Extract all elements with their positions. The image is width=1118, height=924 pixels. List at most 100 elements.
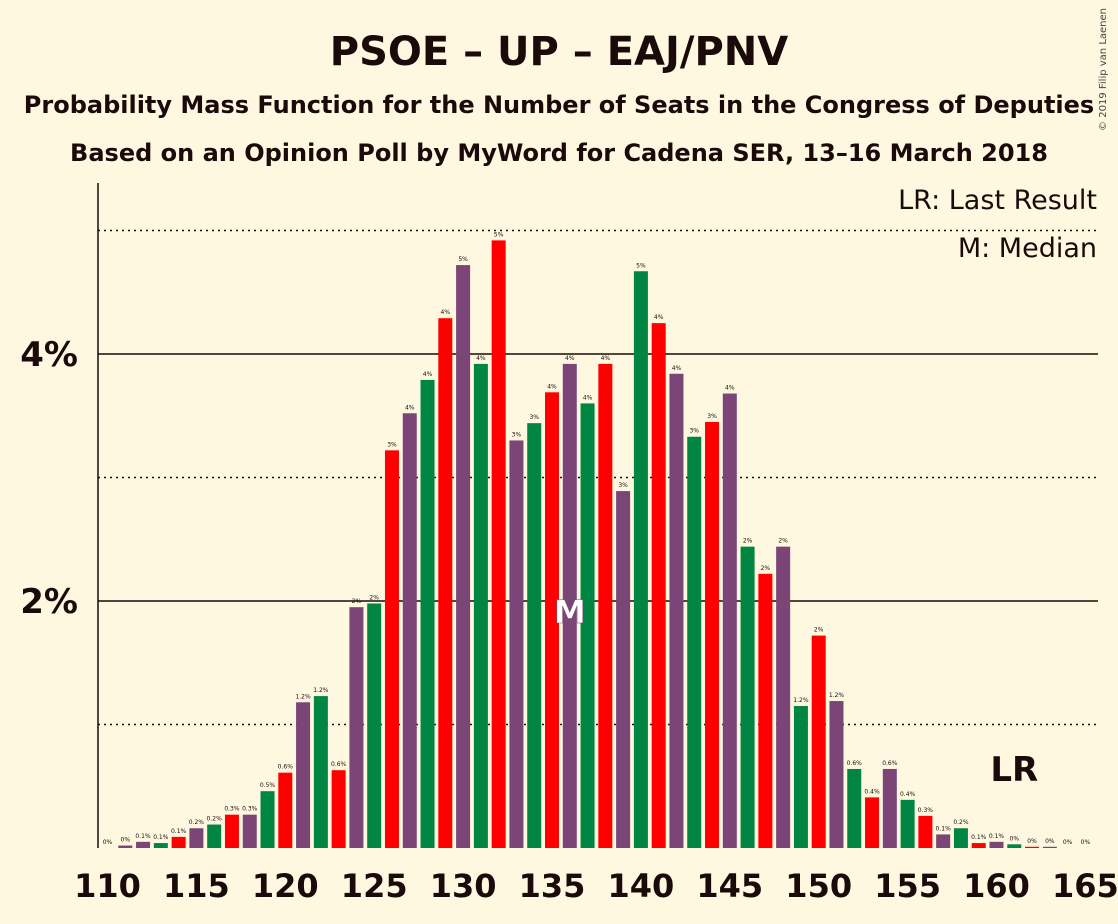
- bar-156: [918, 815, 933, 848]
- legend-median: M: Median: [958, 233, 1097, 264]
- bar-label-124: 2%: [352, 598, 362, 605]
- bar-label-148: 2%: [778, 538, 788, 545]
- bar-label-117: 0.3%: [224, 806, 240, 813]
- bar-label-123: 0.6%: [331, 761, 347, 768]
- bar-148: [776, 546, 791, 848]
- bar-label-111: 0%: [121, 837, 131, 844]
- bar-150: [811, 635, 826, 848]
- bar-label-125: 2%: [369, 594, 379, 601]
- bar-134: [527, 423, 542, 848]
- bar-129: [438, 318, 453, 848]
- bar-label-160: 0.1%: [989, 833, 1005, 840]
- x-tick-label: 115: [163, 867, 230, 905]
- x-tick-label: 130: [430, 867, 497, 905]
- x-tick-label: 110: [74, 867, 141, 905]
- x-tick-label: 160: [963, 867, 1030, 905]
- bar-label-120: 0.6%: [278, 764, 294, 771]
- bar-label-162: 0%: [1027, 838, 1037, 845]
- bar-117: [224, 814, 239, 848]
- bar-label-141: 4%: [654, 314, 664, 321]
- bar-label-145: 4%: [725, 385, 735, 392]
- bar-127: [402, 413, 417, 848]
- bar-143: [687, 436, 702, 848]
- bar-label-140: 5%: [636, 262, 646, 269]
- bar-149: [793, 705, 808, 848]
- bar-154: [882, 768, 897, 848]
- gridlines: [98, 229, 1098, 726]
- bar-label-163: 0%: [1045, 838, 1055, 845]
- bar-120: [278, 772, 293, 848]
- bar-label-154: 0.6%: [882, 760, 898, 767]
- bar-123: [331, 770, 346, 848]
- markers: M LR: [554, 593, 1039, 790]
- chart-title: PSOE – UP – EAJ/PNV: [330, 29, 789, 75]
- bar-157: [936, 834, 951, 848]
- bar-label-144: 3%: [707, 413, 717, 420]
- x-tick-label: 120: [252, 867, 319, 905]
- last-result-marker: LR: [990, 750, 1038, 790]
- bar-131: [473, 363, 488, 848]
- bar-158: [953, 828, 968, 848]
- median-marker: M: [554, 593, 586, 631]
- bar-label-159: 0.1%: [971, 834, 987, 841]
- y-tick-label: 4%: [20, 335, 78, 375]
- bar-label-113: 0.1%: [153, 834, 169, 841]
- bar-label-129: 4%: [441, 309, 451, 316]
- axes: 2% 4% 110 115 120 125 130 135 140 145 150 155 160 165: [20, 183, 1118, 905]
- bar-145: [722, 393, 737, 848]
- x-tick-label: 135: [519, 867, 586, 905]
- bar-label-135: 4%: [547, 383, 557, 390]
- bar-130: [456, 265, 471, 849]
- bar-label-131: 4%: [476, 355, 486, 362]
- chart-subtitle-poll: Based on an Opinion Poll by MyWord for C…: [70, 139, 1048, 167]
- bar-162: [1025, 846, 1040, 848]
- bar-label-151: 1.2%: [829, 692, 845, 699]
- bar-126: [384, 450, 399, 848]
- x-tick-label: 155: [874, 867, 941, 905]
- bar-142: [669, 373, 684, 848]
- bar-label-128: 4%: [423, 371, 433, 378]
- bar-labels: 0% 0%0.1% 0.1%0.1%0.2%0.2%0.3% 0.3%0.5%0.6%…: [103, 231, 1091, 846]
- bar-label-134: 3%: [529, 414, 539, 421]
- x-tick-label: 145: [696, 867, 763, 905]
- bar-label-142: 4%: [672, 365, 682, 372]
- bar-label-157: 0.1%: [936, 825, 952, 832]
- bars: [118, 240, 1057, 849]
- bar-label-139: 3%: [618, 482, 628, 489]
- bar-label-136: 4%: [565, 355, 575, 362]
- bar-132: [491, 240, 506, 848]
- bar-135: [545, 392, 559, 848]
- bar-151: [829, 701, 844, 848]
- bar-label-156: 0.3%: [918, 807, 934, 814]
- bar-label-143: 3%: [689, 428, 699, 435]
- bar-113: [153, 843, 168, 848]
- bar-125: [367, 603, 382, 848]
- bar-label-165: 0%: [1081, 839, 1091, 846]
- bar-label-118: 0.3%: [242, 806, 258, 813]
- bar-122: [313, 696, 328, 848]
- bar-label-119: 0.5%: [260, 782, 276, 789]
- bar-138: [598, 363, 613, 848]
- bar-163: [1042, 846, 1057, 848]
- bar-128: [420, 379, 435, 848]
- bar-155: [900, 799, 915, 848]
- bar-160: [989, 841, 1004, 848]
- bar-label-116: 0.2%: [207, 816, 223, 823]
- bar-153: [865, 797, 880, 848]
- x-tick-label: 150: [785, 867, 852, 905]
- bar-label-150: 2%: [814, 627, 824, 634]
- bar-140: [633, 271, 648, 848]
- bar-121: [296, 702, 311, 848]
- bar-146: [740, 546, 755, 848]
- bar-label-112: 0.1%: [135, 833, 151, 840]
- bar-label-115: 0.2%: [189, 819, 205, 826]
- bar-label-164: 0%: [1063, 839, 1073, 846]
- bar-139: [616, 491, 631, 848]
- bar-label-146: 2%: [743, 538, 753, 545]
- bar-147: [758, 573, 773, 848]
- bar-label-153: 0.4%: [864, 788, 880, 795]
- bar-114: [171, 836, 186, 848]
- chart-subtitle: Probability Mass Function for the Number…: [24, 91, 1094, 119]
- bar-124: [349, 607, 364, 848]
- bar-label-126: 3%: [387, 441, 397, 448]
